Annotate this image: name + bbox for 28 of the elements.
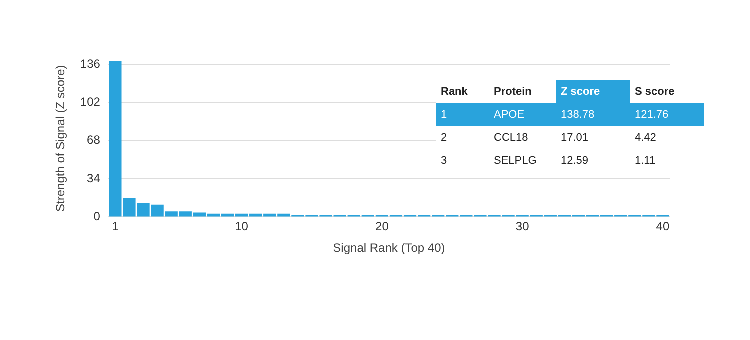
annotation: 12.59	[560, 154, 590, 168]
annotation: SELPLG	[493, 154, 538, 168]
y-tick-label: 102	[80, 94, 101, 109]
annotation: 2	[440, 130, 448, 146]
annotation: 1	[440, 108, 448, 122]
annotation: Rank	[440, 84, 469, 100]
annotation: 4.42	[634, 130, 658, 146]
x-tick-label: 20	[376, 220, 390, 234]
annotation: 138.78	[560, 108, 596, 122]
annotation: CCL18	[493, 130, 530, 146]
x-tick-label: 30	[516, 220, 530, 234]
x-axis-title: Signal Rank (Top 40)	[333, 241, 446, 256]
annotation: 17.01	[560, 130, 590, 146]
y-axis-title: Strength of Signal (Z score)	[54, 65, 68, 212]
y-tick-label: 68	[87, 133, 101, 148]
x-tick-label: 1	[112, 220, 120, 234]
annotation: Z score	[556, 80, 630, 103]
annotation: Protein	[493, 84, 533, 100]
x-tick-label: 40	[656, 220, 670, 234]
annotation: 3	[440, 154, 448, 168]
annotation: APOE	[493, 108, 526, 122]
y-tick-label: 34	[87, 171, 101, 186]
annotation: 1.11	[634, 154, 657, 168]
x-tick-label: 10	[235, 220, 249, 234]
y-tick-label: 136	[80, 56, 101, 71]
y-tick-label: 0	[94, 210, 101, 224]
annotation: S score	[634, 84, 676, 100]
annotation: 121.76	[634, 108, 670, 122]
